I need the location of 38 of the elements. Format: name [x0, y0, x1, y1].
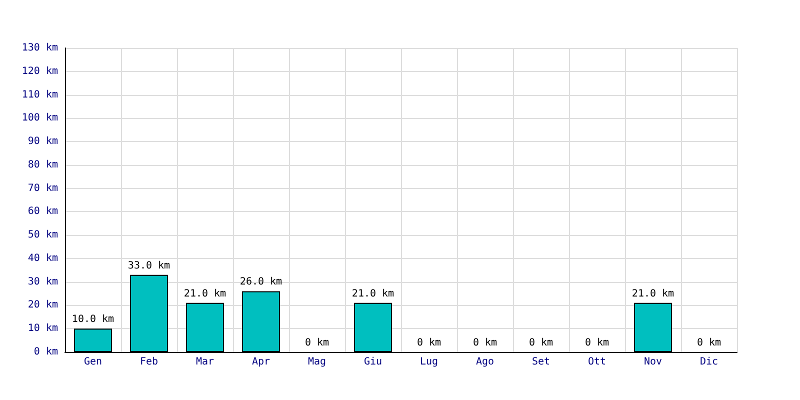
x-tick-label: Dic — [700, 356, 718, 368]
y-tick-label: 40 km — [28, 252, 58, 264]
x-tick-label: Giu — [364, 356, 382, 368]
x-tick-label: Gen — [84, 356, 102, 368]
data-label: 0 km — [416, 338, 442, 348]
x-tick-label: Nov — [644, 356, 662, 368]
data-label: 21.0 km — [352, 288, 394, 300]
x-tick-label: Ago — [476, 356, 494, 368]
data-label: 0 km — [304, 338, 330, 348]
y-tick-label: 90 km — [28, 136, 58, 148]
y-tick-label: 70 km — [28, 182, 58, 194]
x-tick-label: Apr — [252, 356, 270, 368]
x-tick-label: Mar — [196, 356, 214, 368]
data-label: 0 km — [472, 338, 498, 348]
y-tick-label: 120 km — [22, 66, 58, 77]
x-tick-label: Feb — [140, 356, 158, 368]
y-tick-label: 10 km — [28, 323, 58, 334]
y-tick-label: 60 km — [28, 206, 58, 218]
x-tick-label: Lug — [420, 356, 438, 368]
data-label: 21.0 km — [632, 288, 674, 300]
data-label: 21.0 km — [184, 288, 226, 300]
data-label: 10.0 km — [72, 314, 114, 326]
data-label: 33.0 km — [128, 260, 170, 272]
data-label: 26.0 km — [240, 276, 282, 288]
y-tick-label: 100 km — [22, 112, 58, 124]
x-tick-label: Set — [532, 356, 550, 368]
y-tick-label: 130 km — [22, 42, 58, 54]
y-tick-label: 110 km — [22, 89, 58, 100]
x-tick-label: Ott — [588, 356, 606, 368]
data-label: 0 km — [696, 338, 722, 348]
data-label: 0 km — [528, 338, 554, 348]
y-tick-label: 50 km — [28, 230, 58, 241]
y-tick-label: 20 km — [28, 300, 58, 311]
x-tick-label: Mag — [308, 356, 326, 368]
data-label: 0 km — [584, 338, 610, 348]
y-tick-label: 30 km — [28, 276, 58, 288]
y-tick-label: 80 km — [28, 159, 58, 170]
y-tick-label: 0 km — [34, 346, 58, 358]
